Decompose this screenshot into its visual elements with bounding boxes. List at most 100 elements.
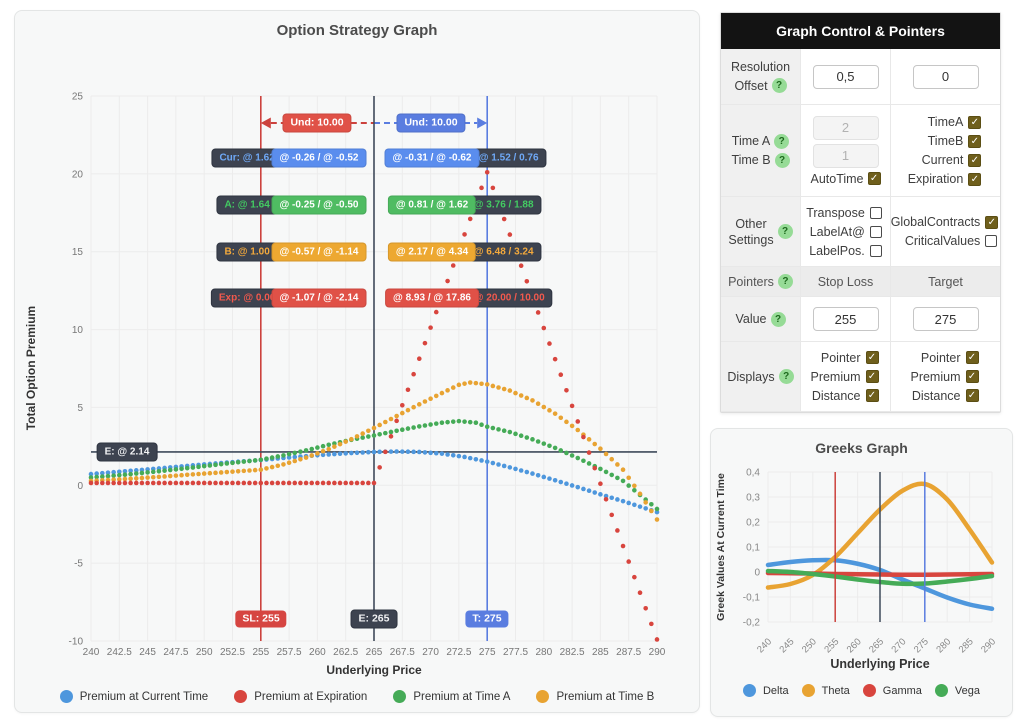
- offset-cell: [891, 49, 1000, 105]
- t-premium-label: Premium: [910, 369, 961, 384]
- sl-premium-label: Premium: [810, 369, 861, 384]
- target-input[interactable]: [912, 307, 979, 331]
- legend-label-delta: Delta: [762, 684, 789, 697]
- option-strategy-legend: Premium at Current Time Premium at Expir…: [15, 690, 699, 703]
- legend-item-current[interactable]: Premium at Current Time: [59, 690, 208, 703]
- svg-text:0,3: 0,3: [746, 493, 760, 504]
- help-icon[interactable]: ?: [774, 152, 790, 168]
- timeb-toggle-label: TimeB: [927, 134, 964, 148]
- other-settings-label: Other Settings ?: [721, 197, 801, 267]
- transpose-label: Transpose: [806, 205, 865, 220]
- svg-text:Underlying Price: Underlying Price: [830, 657, 929, 671]
- time-b-input[interactable]: [812, 143, 879, 168]
- resolution-input[interactable]: [812, 64, 879, 89]
- legend-dot-vega: [934, 684, 948, 697]
- legend-item-theta[interactable]: Theta: [801, 684, 850, 697]
- legend-item-timea[interactable]: Premium at Time A: [393, 690, 510, 703]
- svg-text:252.5: 252.5: [220, 647, 245, 658]
- timea-distance2-badge: @ 0.81 / @ 1.62: [387, 195, 477, 215]
- svg-text:290: 290: [979, 636, 998, 655]
- t-pointer-checkbox[interactable]: ✓: [965, 351, 979, 364]
- help-icon[interactable]: ?: [777, 274, 793, 289]
- offset-input[interactable]: [912, 64, 979, 89]
- expiration-checkbox[interactable]: ✓: [968, 172, 982, 186]
- current-distance1-badge: @ -0.26 / @ -0.52: [271, 148, 367, 168]
- other-label: Other: [735, 216, 767, 231]
- legend-item-delta[interactable]: Delta: [742, 684, 789, 697]
- legend-dot-gamma: [862, 684, 876, 697]
- help-icon[interactable]: ?: [778, 369, 794, 384]
- autotime-checkbox[interactable]: ✓: [867, 172, 881, 185]
- current-distance2-badge: @ -0.31 / @ -0.62: [384, 148, 480, 168]
- timea-checkbox[interactable]: ✓: [968, 115, 982, 129]
- svg-text:250: 250: [196, 647, 213, 658]
- svg-text:0: 0: [754, 568, 760, 579]
- svg-text:Total Option Premium: Total Option Premium: [24, 306, 38, 430]
- legend-label-gamma: Gamma: [882, 684, 922, 697]
- help-icon[interactable]: ?: [771, 78, 787, 93]
- legend-label-theta: Theta: [821, 684, 850, 697]
- t-distance-checkbox[interactable]: ✓: [965, 389, 979, 402]
- labelat-label: LabelAt@: [809, 224, 865, 239]
- help-icon[interactable]: ?: [774, 133, 790, 149]
- resolution-cell: [801, 49, 891, 105]
- current-toggle-label: Current: [921, 153, 964, 167]
- target-pointer-badge: T: 275: [465, 610, 509, 628]
- exp-distance1-badge: @ -1.07 / @ -2.14: [271, 288, 367, 308]
- time-a-label: Time A: [731, 134, 771, 148]
- stop-loss-input[interactable]: [812, 307, 879, 331]
- stop-loss-value-cell: [801, 297, 891, 342]
- option-strategy-chart[interactable]: 240 242.5 245 247.5 250 252.5 255 257.5 260 262.5…: [15, 41, 699, 681]
- control-panel-header: Graph Control & Pointers: [721, 13, 1000, 49]
- t-pointer-label: Pointer: [920, 350, 961, 365]
- svg-text:260: 260: [845, 636, 864, 655]
- svg-text:20: 20: [72, 169, 84, 180]
- legend-label-expiration: Premium at Expiration: [254, 690, 368, 703]
- time-a-input[interactable]: [812, 115, 879, 140]
- svg-text:267.5: 267.5: [390, 647, 415, 658]
- pointers-label-cell: Pointers?: [721, 267, 801, 297]
- current-checkbox[interactable]: ✓: [968, 153, 982, 167]
- pointers-label: Pointers: [728, 274, 774, 289]
- svg-text:262.5: 262.5: [333, 647, 358, 658]
- sl-pointer-label: Pointer: [820, 350, 861, 365]
- timeb-checkbox[interactable]: ✓: [968, 134, 982, 148]
- sl-distance-checkbox[interactable]: ✓: [865, 389, 879, 402]
- svg-text:Underlying Price: Underlying Price: [326, 663, 422, 677]
- svg-text:247.5: 247.5: [163, 647, 188, 658]
- labelpos-checkbox[interactable]: [869, 244, 882, 257]
- globalcontracts-checkbox[interactable]: ✓: [985, 215, 999, 229]
- svg-text:285: 285: [957, 636, 976, 655]
- help-icon[interactable]: ?: [770, 311, 786, 327]
- expiration-toggle-label: Expiration: [907, 172, 964, 186]
- t-premium-checkbox[interactable]: ✓: [965, 370, 979, 383]
- svg-text:0: 0: [77, 481, 83, 492]
- legend-item-vega[interactable]: Vega: [934, 684, 980, 697]
- greeks-title: Greeks Graph: [815, 440, 908, 456]
- legend-item-expiration[interactable]: Premium at Expiration: [234, 690, 367, 703]
- stop-loss-pointer-badge: SL: 255: [235, 610, 287, 628]
- transpose-checkbox[interactable]: [869, 206, 882, 219]
- option-strategy-plot[interactable]: 240 242.5 245 247.5 250 252.5 255 257.5 260 262.5…: [15, 41, 691, 681]
- legend-dot-theta: [801, 684, 815, 697]
- series-3: [88, 380, 660, 522]
- labelat-checkbox[interactable]: [869, 225, 882, 238]
- help-icon[interactable]: ?: [777, 224, 793, 239]
- svg-text:265: 265: [867, 636, 886, 655]
- greeks-panel: Greeks Graph 0,4 0,3 0,2 0,1 0 -0,1 -0,2 240 245…: [710, 428, 1013, 717]
- legend-item-gamma[interactable]: Gamma: [862, 684, 922, 697]
- sl-distance-label: Distance: [811, 388, 861, 403]
- option-strategy-title: Option Strategy Graph: [276, 22, 438, 39]
- criticalvalues-checkbox[interactable]: [985, 235, 998, 247]
- sl-pointer-checkbox[interactable]: ✓: [865, 351, 879, 364]
- stoploss-displays-cell: Pointer ✓ Premium ✓ Distance ✓: [801, 342, 891, 412]
- option-strategy-panel: Option Strategy Graph 240 242.5 245 247.5 25…: [14, 10, 700, 713]
- svg-text:245: 245: [139, 647, 156, 658]
- legend-item-timeb[interactable]: Premium at Time B: [536, 690, 654, 703]
- svg-text:280: 280: [535, 647, 552, 658]
- greeks-legend: Delta Theta Gamma Vega: [711, 684, 1012, 697]
- timeb-distance2-badge: @ 2.17 / @ 4.34: [387, 242, 477, 262]
- svg-text:270: 270: [422, 647, 439, 658]
- sl-premium-checkbox[interactable]: ✓: [865, 370, 879, 383]
